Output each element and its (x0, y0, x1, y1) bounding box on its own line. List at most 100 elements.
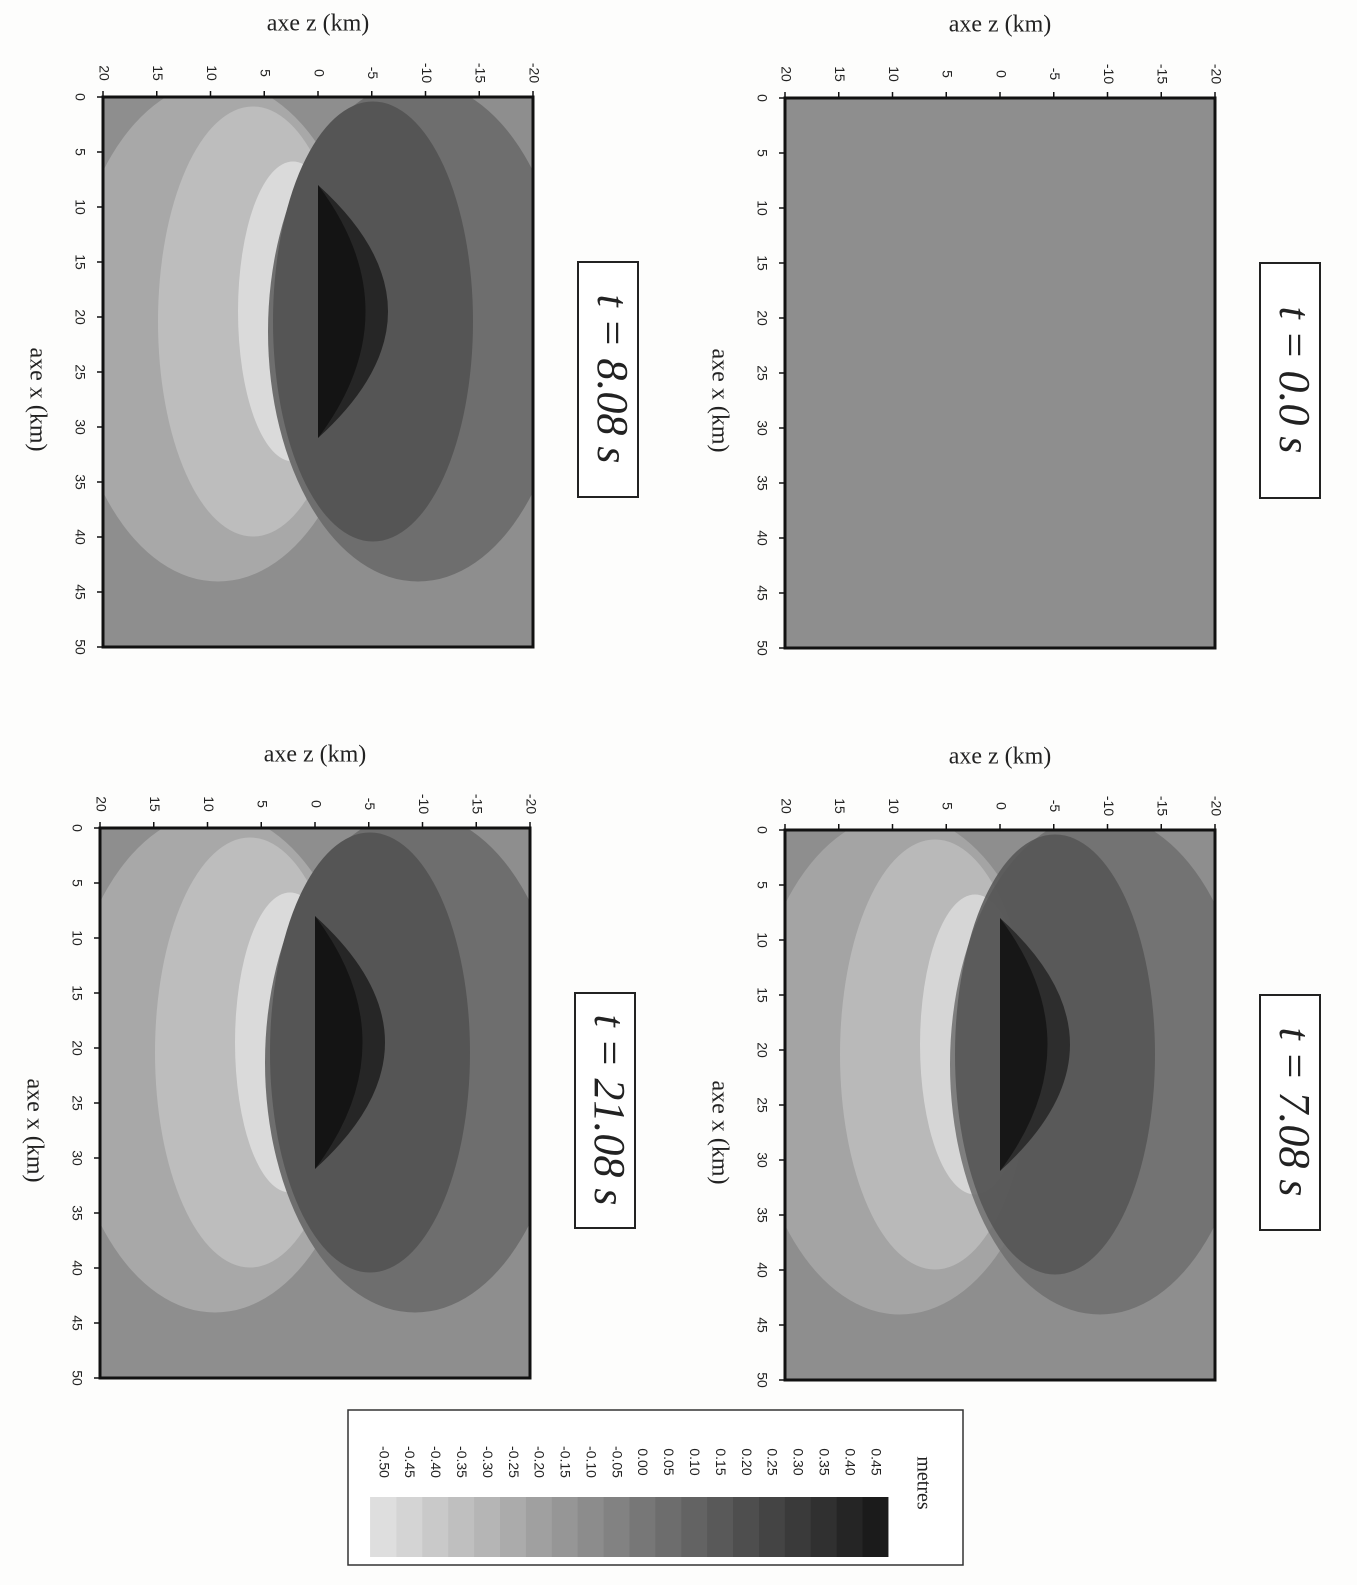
x-tick-label: 10 (69, 930, 85, 946)
x-tick-label: 30 (72, 419, 88, 435)
colorbar-swatch (551, 1497, 578, 1557)
z-tick-label: 20 (778, 66, 794, 82)
z-tick-label: -20 (1208, 64, 1224, 84)
x-tick-label: 25 (754, 1097, 770, 1113)
z-tick-label: 5 (255, 800, 271, 808)
z-tick-label: -5 (362, 798, 378, 811)
time-box (577, 261, 639, 498)
z-tick-label: 0 (993, 802, 1009, 810)
panel: 20 15 10 5 0 -5 -10 -15 -2005101520253035404550a… (21, 742, 636, 1386)
x-tick-label: 20 (754, 1042, 770, 1058)
x-tick-label: 50 (72, 639, 88, 655)
x-tick-label: 5 (69, 879, 85, 887)
x-tick-label: 0 (754, 94, 770, 102)
x-tick-label: 5 (72, 148, 88, 156)
time-box (574, 992, 636, 1229)
time-label: t = 8.08 s (588, 294, 637, 463)
colorbar-tick-label: -0.35 (454, 1446, 470, 1478)
x-tick-label: 45 (754, 1317, 770, 1333)
z-tick-label: 15 (832, 798, 848, 814)
x-tick-label: 5 (754, 881, 770, 889)
field-negative-band (318, 185, 366, 438)
x-tick-label: 40 (69, 1260, 85, 1276)
z-tick-label: -10 (419, 63, 435, 83)
x-tick-label: 10 (754, 932, 770, 948)
colorbar-tick-label: -0.05 (609, 1446, 625, 1478)
colorbar-tick-label: 0.25 (765, 1448, 781, 1475)
z-tick-label: 20 (96, 65, 112, 81)
x-tick-label: 45 (754, 585, 770, 601)
colorbar-swatch (499, 1497, 526, 1557)
x-tick-label: 30 (754, 420, 770, 436)
colorbar-swatch (810, 1497, 837, 1557)
x-tick-label: 50 (754, 640, 770, 656)
x-tick-label: 15 (754, 987, 770, 1003)
field-background (785, 98, 1215, 648)
z-tick-label: 5 (940, 802, 956, 810)
z-tick-label: -15 (1155, 64, 1171, 84)
colorbar-tick-label: -0.20 (532, 1446, 548, 1478)
z-tick-label: 10 (204, 65, 220, 81)
x-tick-label: 25 (72, 364, 88, 380)
x-tick-label: 15 (72, 254, 88, 270)
z-tick-label: 20 (93, 796, 109, 812)
field-negative-band (1000, 918, 1048, 1171)
x-tick-label: 15 (69, 985, 85, 1001)
x-tick-label: 10 (72, 199, 88, 215)
z-tick-label: 0 (308, 800, 324, 808)
colorbar-swatch (447, 1497, 475, 1557)
colorbar-tick-label: -0.50 (376, 1446, 392, 1478)
x-tick-label: 50 (69, 1370, 85, 1386)
colorbar-tick-label: -0.30 (480, 1446, 496, 1478)
colorbar-swatch (525, 1497, 552, 1557)
x-tick-label: 35 (754, 475, 770, 491)
x-tick-label: 25 (754, 365, 770, 381)
z-tick-label: -10 (1101, 64, 1117, 84)
z-axis-title: axe z (km) (267, 11, 370, 37)
x-tick-label: 10 (754, 200, 770, 216)
z-axis-title: axe z (km) (264, 742, 367, 768)
z-axis-title: axe z (km) (949, 12, 1052, 38)
time-label: t = 0.0 s (1270, 306, 1319, 453)
z-tick-label: -15 (473, 63, 489, 83)
z-tick-label: 0 (311, 69, 327, 77)
x-tick-label: 5 (754, 149, 770, 157)
z-tick-label: -10 (416, 794, 432, 814)
x-tick-label: 40 (754, 1262, 770, 1278)
x-tick-label: 40 (754, 530, 770, 546)
z-tick-label: -20 (1208, 796, 1224, 816)
z-tick-label: -5 (1047, 800, 1063, 813)
field (100, 828, 530, 1313)
colorbar-swatch (603, 1497, 630, 1557)
colorbar-swatch (370, 1497, 397, 1557)
x-tick-label: 35 (72, 474, 88, 490)
colorbar-swatch (577, 1497, 604, 1557)
colorbar-tick-label: -0.25 (506, 1446, 522, 1478)
panel: 20 15 10 5 0 -5 -10 -15 -2005101520253035404550a… (706, 744, 1321, 1388)
colorbar-swatch (654, 1497, 682, 1557)
z-tick-label: 10 (886, 66, 902, 82)
colorbar-swatch (836, 1497, 863, 1557)
x-tick-label: 40 (72, 529, 88, 545)
colorbar-swatch (758, 1497, 785, 1557)
x-axis-title: axe x (km) (21, 1079, 47, 1183)
colorbar-unit: metres (912, 1456, 934, 1510)
colorbar-swatch (421, 1497, 449, 1557)
colorbar-tick-label: 0.40 (842, 1448, 858, 1475)
x-tick-label: 45 (72, 584, 88, 600)
x-axis-title: axe x (km) (706, 349, 732, 453)
colorbar-tick-label: 0.15 (713, 1448, 729, 1475)
z-tick-label: 5 (940, 70, 956, 78)
z-tick-label: 5 (258, 69, 274, 77)
x-tick-label: 0 (69, 824, 85, 832)
colorbar-swatch (862, 1497, 889, 1557)
x-axis-title: axe x (km) (706, 1081, 732, 1185)
time-label: t = 7.08 s (1270, 1027, 1319, 1196)
colorbar-swatch (473, 1497, 501, 1557)
time-label: t = 21.08 s (585, 1014, 634, 1205)
colorbar-tick-label: -0.40 (428, 1446, 444, 1478)
colorbar-tick-label: 0.20 (739, 1448, 755, 1475)
time-box (1259, 262, 1321, 499)
x-tick-label: 35 (754, 1207, 770, 1223)
